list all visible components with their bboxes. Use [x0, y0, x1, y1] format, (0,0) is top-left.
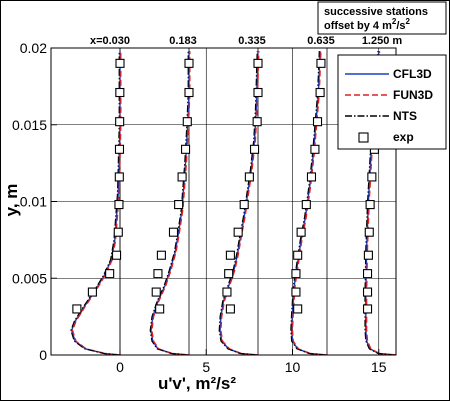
- station-label: 0.183: [169, 35, 197, 47]
- exp-point: [296, 227, 306, 237]
- exp-point: [291, 269, 301, 279]
- exp-point: [367, 172, 377, 182]
- y-tick-label: 0.02: [20, 40, 47, 56]
- exp-point: [291, 287, 301, 297]
- x-tick-label: 15: [371, 359, 387, 375]
- legend-label: exp: [393, 130, 414, 144]
- exp-point: [364, 227, 374, 237]
- profile-line-fun3d: [291, 51, 328, 355]
- exp-point: [315, 87, 325, 98]
- exp-point: [362, 304, 373, 314]
- ticks: 0 5 10 15 0 0.005 0.01 0.015 0.02: [12, 40, 387, 375]
- exp-point: [310, 144, 320, 154]
- exp-point: [363, 250, 373, 260]
- legend-label: NTS: [393, 109, 417, 123]
- station-label: x=0.030: [90, 35, 130, 47]
- exp-point: [239, 200, 249, 210]
- exp-point: [244, 172, 254, 182]
- exp-point: [362, 287, 373, 297]
- exp-point: [253, 87, 263, 98]
- exp-point: [184, 58, 194, 68]
- exp-point: [250, 144, 260, 154]
- x-tick-label: 0: [116, 359, 124, 375]
- exp-point: [252, 117, 262, 127]
- exp-point: [105, 269, 115, 279]
- legend-label: CFL3D: [393, 67, 432, 81]
- profile-line-nts: [70, 51, 120, 355]
- exp-point: [174, 200, 184, 210]
- exp-point: [115, 87, 125, 98]
- offset-note-line2: offset by 4 m2/s2: [324, 17, 411, 32]
- exp-point: [182, 117, 192, 127]
- legend-swatch-exp: [358, 132, 369, 143]
- exp-point: [301, 200, 311, 210]
- exp-point: [168, 227, 179, 237]
- station-label: 0.635: [307, 35, 335, 47]
- station-label: 0.335: [238, 35, 266, 47]
- x-tick-label: 10: [285, 359, 301, 375]
- exp-point: [222, 287, 232, 297]
- exp-point: [115, 58, 125, 68]
- y-tick-label: 0.005: [12, 270, 47, 286]
- exp-point: [362, 269, 373, 279]
- profile-line-cfl3d: [290, 51, 328, 355]
- x-axis-label: u'v', m²/s²: [158, 374, 236, 393]
- exp-point: [114, 200, 124, 210]
- y-tick-label: 0: [39, 347, 47, 363]
- exp-point: [184, 87, 194, 98]
- exp-point: [225, 250, 235, 260]
- exp-point: [316, 58, 326, 68]
- exp-point: [72, 304, 82, 314]
- x-tick-label: 5: [202, 359, 210, 375]
- exp-point: [225, 304, 235, 314]
- exp-point: [153, 269, 163, 279]
- exp-point: [112, 250, 122, 260]
- exp-point: [115, 117, 125, 127]
- legend: CFL3D FUN3D NTS exp: [337, 54, 447, 150]
- exp-point: [114, 172, 124, 182]
- legend-label: FUN3D: [393, 88, 433, 102]
- offset-note: successive stations offset by 4 m2/s2: [317, 1, 447, 35]
- station-label: 1.250 m: [362, 35, 403, 47]
- profile-line-fun3d: [71, 51, 122, 355]
- exp-point: [156, 250, 166, 260]
- exp-point: [114, 144, 125, 154]
- y-axis-label: y, m: [2, 184, 21, 217]
- exp-point: [113, 227, 123, 237]
- exp-point: [293, 304, 303, 314]
- exp-point: [224, 269, 234, 279]
- exp-point: [151, 287, 161, 297]
- station-labels: x=0.030 0.183 0.335 0.635 1.250 m: [90, 35, 402, 47]
- exp-point: [233, 227, 243, 237]
- exp-point: [306, 172, 317, 182]
- profile-line-nts: [218, 51, 258, 355]
- y-tick-label: 0.01: [20, 194, 47, 210]
- exp-point: [312, 117, 323, 127]
- offset-note-line1: successive stations: [324, 6, 428, 18]
- exp-point: [177, 172, 187, 182]
- exp-point: [293, 250, 303, 260]
- profile-line-fun3d: [220, 51, 260, 355]
- y-tick-label: 0.015: [12, 117, 47, 133]
- exp-point: [155, 304, 165, 314]
- profile-line-nts: [290, 51, 327, 355]
- exp-point: [253, 58, 263, 68]
- exp-point: [365, 200, 375, 210]
- exp-point: [181, 144, 191, 154]
- exp-point: [87, 287, 97, 297]
- profile-line-cfl3d: [219, 51, 259, 355]
